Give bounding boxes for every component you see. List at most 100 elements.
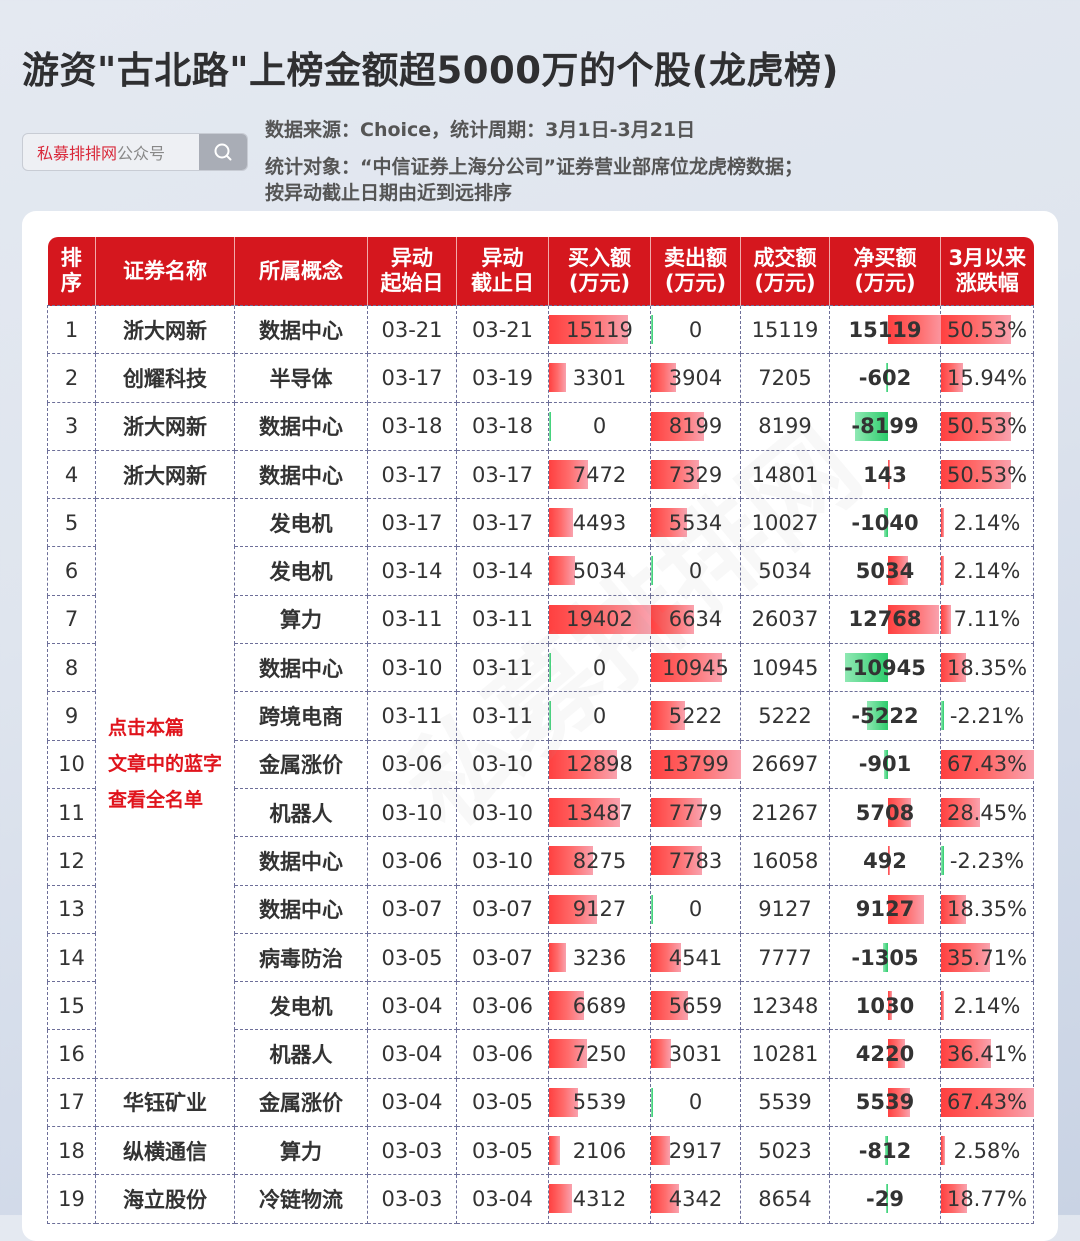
cell-rank: 19 xyxy=(47,1174,96,1224)
cell-value: 3 xyxy=(64,414,79,439)
cell-value: -10945 xyxy=(844,655,926,680)
cell-value: 0 xyxy=(688,897,703,922)
cell-name: 浙大网新 xyxy=(95,304,235,355)
cell-sell: 10945 xyxy=(650,643,741,693)
promo-note[interactable]: 点击本篇 文章中的蓝字 查看全名单 xyxy=(108,710,222,818)
cell-net: -10945 xyxy=(829,643,941,693)
cell-value: 50.53% xyxy=(946,317,1028,342)
cell-buy: 5034 xyxy=(548,546,651,596)
cell-value: 10281 xyxy=(751,1042,819,1067)
cell-value: 7779 xyxy=(668,800,723,825)
cell-start: 03-03 xyxy=(367,1126,457,1176)
table-row: 5 发电机 03-17 03-17 4493 5534 10027 -1040 2.14% xyxy=(47,498,1034,1079)
cell-buy: 0 xyxy=(548,691,651,741)
cell-start: 03-17 xyxy=(367,498,457,548)
cell-value: 12348 xyxy=(751,993,819,1018)
cell-value: 4 xyxy=(64,462,79,487)
cell-value: 03-05 xyxy=(381,945,443,970)
cell-value: 26037 xyxy=(751,607,819,632)
search-icon xyxy=(214,143,232,161)
cell-value: 03-07 xyxy=(471,945,534,970)
header-label: 卖出额 xyxy=(664,246,727,270)
cell-value: 03-21 xyxy=(381,317,443,342)
cell-rank: 14 xyxy=(47,932,96,983)
data-bar xyxy=(941,1184,967,1214)
data-bar xyxy=(855,411,888,441)
header-end: 异动 截止日 xyxy=(456,237,549,306)
table-header-row: 排序证券名称 所属概念 异动 起始日 异动 截止日 买入额 (万元) 卖出额 (万元) 成交额 (万元… xyxy=(47,237,1034,306)
cell-value: 0 xyxy=(688,1090,703,1115)
data-bar xyxy=(884,1136,888,1166)
cell-net: -1040 xyxy=(829,498,941,548)
cell-value: 03-03 xyxy=(381,1138,443,1163)
data-bar xyxy=(867,701,888,731)
data-bar xyxy=(888,604,939,634)
header-start: 异动 起始日 xyxy=(367,237,457,306)
table-row: 10 金属涨价 03-06 03-10 12898 13799 26697 -901 67.43… xyxy=(47,739,1034,789)
cell-total: 21267 xyxy=(740,787,830,838)
cell-net: -5222 xyxy=(829,691,941,741)
cell-value: 143 xyxy=(863,462,907,487)
data-bar xyxy=(549,363,567,393)
cell-rank: 4 xyxy=(47,449,96,500)
cell-rank: 13 xyxy=(47,884,96,934)
promo-note-line: 点击本篇 xyxy=(108,717,185,739)
cell-value: 8 xyxy=(64,655,79,680)
header-label: (万元) xyxy=(664,271,727,295)
cell-value: 5034 xyxy=(855,559,915,584)
cell-net: 5539 xyxy=(829,1077,941,1128)
cell-rank: 3 xyxy=(47,401,96,451)
data-bar xyxy=(844,653,888,683)
header-label: 异动 xyxy=(481,246,524,270)
data-bar xyxy=(885,363,888,393)
cell-concept: 算力 xyxy=(234,594,368,645)
cell-value: 7777 xyxy=(758,945,812,970)
cell-value: 2.14% xyxy=(953,559,1021,584)
cell-end: 03-17 xyxy=(456,498,549,548)
cell-buy: 4312 xyxy=(548,1174,651,1224)
cell-concept: 冷链物流 xyxy=(234,1174,368,1224)
data-bar xyxy=(888,1087,910,1117)
cell-sell: 5222 xyxy=(650,691,741,741)
cell-value: 0 xyxy=(592,704,607,729)
cell-value: 9127 xyxy=(855,897,915,922)
data-bar xyxy=(651,1039,671,1069)
cell-value: 67.43% xyxy=(946,1090,1028,1115)
data-bar xyxy=(941,1039,992,1069)
search-button[interactable] xyxy=(199,134,247,170)
data-bar xyxy=(549,1136,561,1166)
cell-net: 143 xyxy=(829,449,941,500)
cell-value: 浙大网新 xyxy=(123,415,207,440)
cell-net: 4220 xyxy=(829,1029,941,1079)
cell-value: 03-07 xyxy=(381,897,443,922)
data-bar xyxy=(888,894,925,924)
cell-value: 9127 xyxy=(758,897,812,922)
cell-end: 03-14 xyxy=(456,546,549,596)
data-bar xyxy=(886,1184,888,1214)
cell-concept: 算力 xyxy=(234,1126,368,1176)
cell-value: 金属涨价 xyxy=(259,1091,343,1116)
cell-value: 数据中心 xyxy=(259,898,343,923)
cell-value: 半导体 xyxy=(269,366,333,391)
cell-value: 机器人 xyxy=(269,801,333,826)
cell-value: 03-17 xyxy=(381,510,443,535)
cell-value: 4541 xyxy=(668,945,723,970)
cell-concept: 发电机 xyxy=(234,981,368,1031)
cell-value: 数据中心 xyxy=(259,463,343,488)
promo-note-line: 文章中的蓝字 xyxy=(108,753,223,775)
cell-value: 67.43% xyxy=(946,752,1028,777)
search-box[interactable]: 私募排排网 公众号 xyxy=(22,133,248,171)
cell-value: 5222 xyxy=(668,704,723,729)
cell-rank: 16 xyxy=(47,1029,96,1079)
cell-rank: 2 xyxy=(47,353,96,403)
cell-value: 26697 xyxy=(751,752,819,777)
data-bar xyxy=(651,701,686,731)
data-bar xyxy=(549,749,617,779)
data-bar xyxy=(651,846,702,876)
header-rank: 排序 xyxy=(47,237,96,306)
cell-value: 跨境电商 xyxy=(259,705,343,730)
cell-sell: 8199 xyxy=(650,401,741,451)
cell-value: 18 xyxy=(58,1138,85,1163)
data-bar xyxy=(941,604,951,634)
cell-start: 03-10 xyxy=(367,643,457,693)
